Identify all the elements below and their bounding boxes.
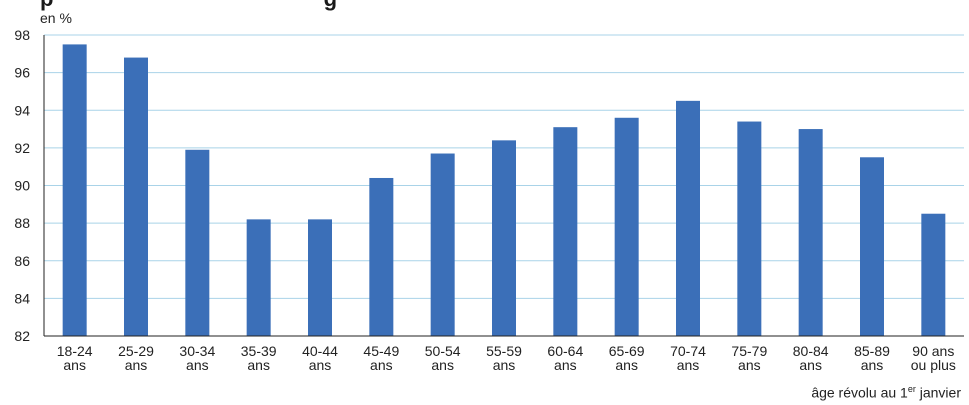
x-tick-label: 65-69	[609, 343, 645, 359]
y-tick-label: 88	[14, 215, 30, 231]
bar	[185, 149, 210, 336]
y-tick-label: 84	[14, 290, 30, 306]
y-tick-label: 92	[14, 140, 30, 156]
bar	[369, 177, 394, 336]
x-tick-label: 80-84	[793, 343, 829, 359]
y-tick-label: 90	[14, 178, 30, 194]
bar	[798, 129, 823, 336]
x-tick-label: 30-34	[179, 343, 215, 359]
bar	[614, 117, 639, 337]
x-axis-label: âge révolu au 1er janvier	[811, 384, 961, 401]
bar	[860, 157, 884, 336]
x-tick-label: ans	[554, 357, 577, 373]
bar	[921, 213, 946, 336]
y-tick-label: 96	[14, 65, 30, 81]
bars	[62, 44, 946, 337]
bar	[62, 44, 87, 336]
bar	[553, 127, 578, 337]
x-tick-label: 35-39	[241, 343, 277, 359]
x-tick-label: ans	[186, 357, 209, 373]
x-tick-label: ans	[309, 357, 332, 373]
y-tick-label: 94	[14, 102, 30, 118]
y-tick-labels: 82 84 86 88 90 92 94 96 98	[14, 27, 30, 344]
x-tick-label: 60-64	[547, 343, 583, 359]
x-tick-label: 55-59	[486, 343, 522, 359]
x-tick-label: ans	[738, 357, 761, 373]
bar	[308, 219, 332, 336]
x-tick-label: ans	[370, 357, 393, 373]
bar	[737, 121, 762, 336]
y-axis-label: en %	[40, 10, 72, 26]
x-tick-label: ans	[431, 357, 454, 373]
x-tick-label: ans	[861, 357, 884, 373]
bar	[492, 140, 516, 336]
x-tick-labels: 18-24ans25-29ans30-34ans35-39ans40-44ans…	[57, 343, 956, 373]
bar	[430, 153, 455, 336]
x-tick-label: ans	[125, 357, 148, 373]
x-tick-label: ans	[615, 357, 638, 373]
x-tick-label: 45-49	[363, 343, 399, 359]
x-tick-label: 18-24	[57, 343, 93, 359]
bar	[246, 219, 271, 336]
x-tick-label: 90 ans	[912, 343, 954, 359]
y-tick-label: 86	[14, 253, 30, 269]
x-tick-label: ou plus	[911, 357, 956, 373]
x-tick-label: 85-89	[854, 343, 890, 359]
x-tick-label: 50-54	[425, 343, 461, 359]
chart-title: pg	[40, 0, 337, 12]
x-tick-label: 40-44	[302, 343, 338, 359]
y-tick-label: 98	[14, 27, 30, 43]
x-tick-label: 75-79	[731, 343, 767, 359]
x-tick-label: ans	[799, 357, 822, 373]
x-tick-label: ans	[677, 357, 700, 373]
y-tick-label: 82	[14, 328, 30, 344]
x-tick-label: 70-74	[670, 343, 706, 359]
x-tick-label: ans	[247, 357, 270, 373]
bar	[124, 57, 148, 336]
x-tick-label: ans	[493, 357, 516, 373]
x-tick-label: ans	[63, 357, 86, 373]
x-tick-label: 25-29	[118, 343, 154, 359]
bar	[676, 100, 700, 336]
